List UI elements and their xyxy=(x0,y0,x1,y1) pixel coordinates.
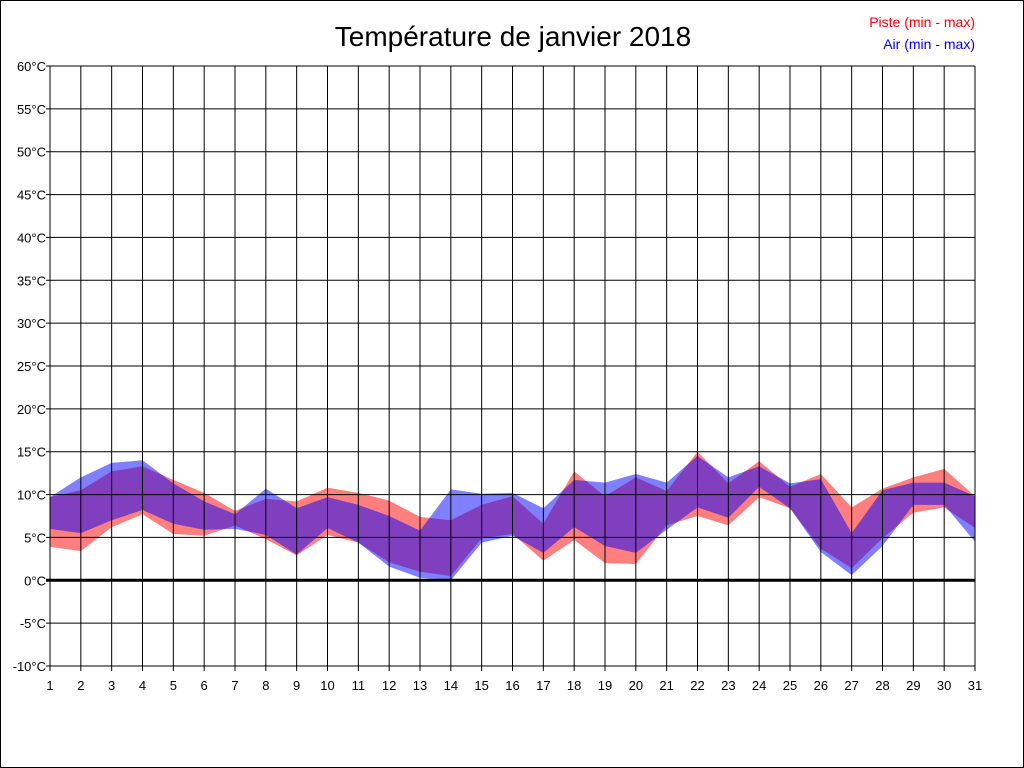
x-tick-label: 1 xyxy=(46,678,53,693)
y-tick-label: 5°C xyxy=(24,530,46,545)
x-tick-label: 2 xyxy=(77,678,84,693)
x-tick-label: 21 xyxy=(659,678,673,693)
x-tick-label: 11 xyxy=(352,678,366,693)
x-tick-label: 13 xyxy=(413,678,427,693)
x-tick-label: 10 xyxy=(320,678,334,693)
x-tick-label: 6 xyxy=(201,678,208,693)
x-tick-label: 26 xyxy=(814,678,828,693)
x-tick-label: 12 xyxy=(382,678,396,693)
y-tick-label: 50°C xyxy=(17,145,46,160)
x-tick-label: 24 xyxy=(752,678,766,693)
y-tick-label: 15°C xyxy=(17,445,46,460)
x-tick-label: 28 xyxy=(875,678,889,693)
y-tick-label: -5°C xyxy=(20,616,46,631)
x-tick-label: 19 xyxy=(598,678,612,693)
x-tick-label: 27 xyxy=(844,678,858,693)
y-tick-label: -10°C xyxy=(13,659,46,674)
y-tick-label: 55°C xyxy=(17,102,46,117)
chart-title: Température de janvier 2018 xyxy=(335,21,691,52)
y-tick-label: 60°C xyxy=(17,59,46,74)
x-tick-label: 20 xyxy=(629,678,643,693)
x-tick-label: 5 xyxy=(170,678,177,693)
x-tick-label: 4 xyxy=(139,678,146,693)
x-tick-label: 7 xyxy=(231,678,238,693)
y-tick-label: 20°C xyxy=(17,402,46,417)
y-tick-label: 25°C xyxy=(17,359,46,374)
y-tick-label: 30°C xyxy=(17,316,46,331)
x-tick-label: 16 xyxy=(505,678,519,693)
y-tick-label: 40°C xyxy=(17,230,46,245)
y-tick-label: 45°C xyxy=(17,188,46,203)
x-tick-label: 29 xyxy=(906,678,920,693)
y-tick-label: 10°C xyxy=(17,488,46,503)
x-tick-label: 14 xyxy=(444,678,458,693)
x-tick-label: 23 xyxy=(721,678,735,693)
legend-air: Air (min - max) xyxy=(883,36,975,52)
y-tick-label: 35°C xyxy=(17,273,46,288)
x-tick-label: 8 xyxy=(262,678,269,693)
x-tick-label: 22 xyxy=(690,678,704,693)
y-tick-label: 0°C xyxy=(24,573,46,588)
x-tick-label: 17 xyxy=(536,678,550,693)
legend-piste: Piste (min - max) xyxy=(869,14,975,30)
x-tick-label: 3 xyxy=(108,678,115,693)
x-tick-label: 30 xyxy=(937,678,951,693)
x-tick-label: 15 xyxy=(474,678,488,693)
x-tick-label: 25 xyxy=(783,678,797,693)
x-tick-label: 31 xyxy=(968,678,982,693)
x-tick-label: 18 xyxy=(567,678,581,693)
x-tick-label: 9 xyxy=(293,678,300,693)
